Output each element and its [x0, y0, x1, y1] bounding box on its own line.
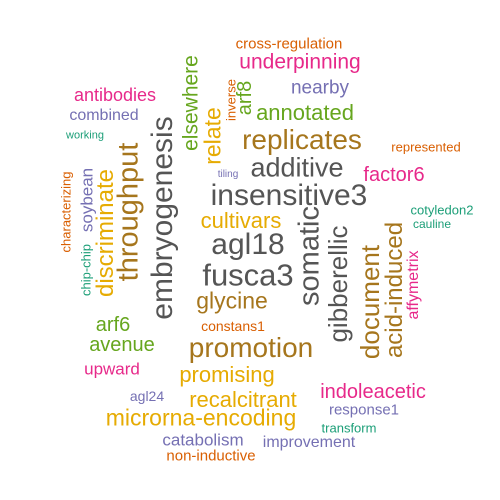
word-antibodies: antibodies — [73, 85, 157, 105]
word-nearby: nearby — [290, 77, 350, 99]
word-replicates: replicates — [242, 124, 362, 155]
word-combined: combined — [69, 107, 139, 124]
word-promising: promising — [179, 362, 275, 387]
word-chip-chip: chip-chip — [78, 243, 94, 297]
word-microrna-encoding: microrna-encoding — [105, 404, 297, 431]
word-document: document — [355, 244, 385, 360]
word-cotyledon2: cotyledon2 — [410, 202, 474, 218]
word-cross-regulation: cross-regulation — [235, 35, 343, 53]
word-promotion: promotion — [188, 332, 314, 363]
word-avenue: avenue — [89, 334, 155, 356]
word-constans1: constans1 — [201, 318, 265, 334]
word-upward: upward — [84, 359, 140, 379]
word-characterizing: characterizing — [58, 171, 74, 253]
word-represented: represented — [391, 139, 461, 155]
word-relate: relate — [199, 107, 226, 165]
word-non-inductive: non-inductive — [166, 447, 256, 465]
word-gibberellic: gibberellic — [323, 225, 353, 343]
word-arf8: arf8 — [234, 80, 256, 116]
word-soybean: soybean — [77, 167, 97, 233]
word-arf6: arf6 — [95, 314, 131, 336]
word-somatic: somatic — [293, 206, 326, 306]
word-underpinning: underpinning — [239, 50, 361, 74]
word-acid-induced: acid-induced — [381, 221, 408, 359]
word-improvement: improvement — [262, 434, 356, 451]
word-elsewhere: elsewhere — [179, 55, 203, 151]
word-catabolism: catabolism — [162, 430, 244, 450]
word-insensitive3: insensitive3 — [210, 179, 368, 212]
word-fusca3: fusca3 — [202, 257, 294, 293]
word-embryogenesis: embryogenesis — [146, 116, 179, 320]
word-recalcitrant: recalcitrant — [189, 387, 297, 412]
word-factor6: factor6 — [363, 164, 425, 186]
word-cultivars: cultivars — [200, 208, 282, 233]
word-response1: response1 — [328, 401, 400, 419]
word-transform: transform — [321, 420, 377, 436]
word-glycine: glycine — [196, 287, 268, 314]
word-agl24: agl24 — [129, 388, 165, 404]
word-indoleacetic: indoleacetic — [320, 381, 426, 403]
word-tiling: tiling — [217, 169, 239, 180]
word-discriminate: discriminate — [92, 168, 119, 298]
word-agl18: agl18 — [211, 228, 285, 261]
word-annotated: annotated — [256, 100, 354, 125]
word-cauline: cauline — [412, 217, 452, 231]
word-working: working — [66, 129, 104, 142]
word-affymetrix: affymetrix — [405, 250, 422, 320]
word-additive: additive — [250, 152, 344, 183]
